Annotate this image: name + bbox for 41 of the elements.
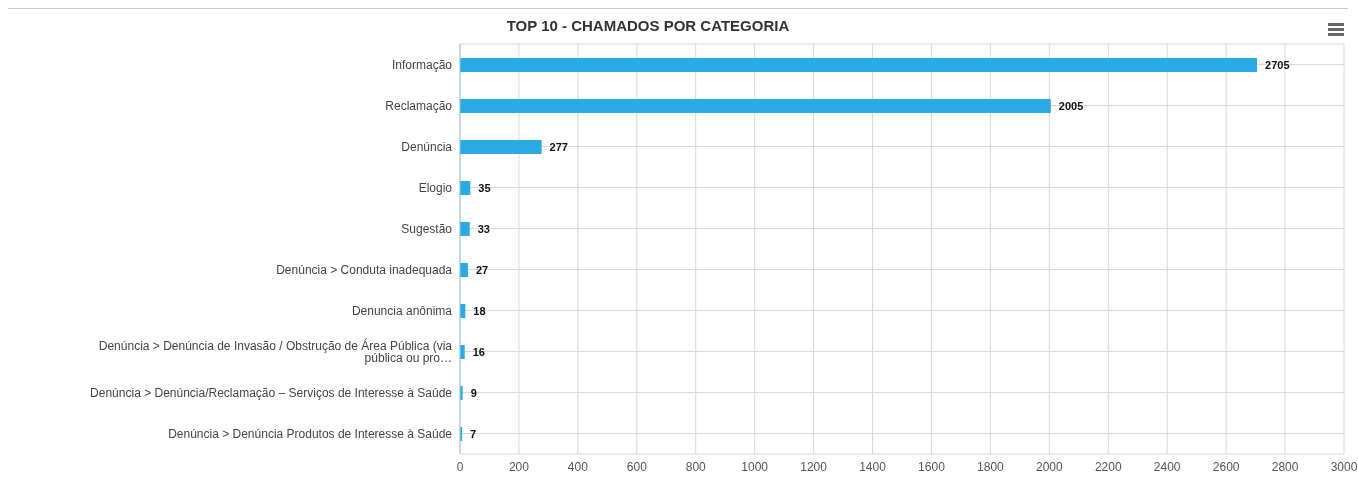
y-tick-label: Denúncia > Conduta inadequada [276, 262, 453, 277]
data-label: 35 [478, 181, 491, 194]
data-label: 18 [473, 304, 486, 317]
y-tick-label: Denuncia anônima [351, 303, 453, 318]
x-tick-label: 0 [456, 459, 464, 474]
x-tick-label: 2000 [1035, 459, 1063, 474]
x-tick-label: 2400 [1153, 459, 1181, 474]
data-label: 33 [477, 222, 490, 235]
data-label: 16 [472, 345, 485, 358]
x-tick-label: 2800 [1271, 459, 1299, 474]
x-tick-label: 800 [685, 459, 707, 474]
data-label: 7 [470, 427, 477, 440]
data-label: 2705 [1265, 58, 1290, 71]
data-label: 27 [475, 263, 489, 276]
y-tick-label: Informação [391, 57, 453, 72]
y-tick-label: Denúncia [401, 139, 453, 154]
data-label: 9 [470, 386, 477, 399]
x-tick-label: 3000 [1330, 459, 1358, 474]
x-tick-label: 1000 [741, 459, 769, 474]
y-tick-label: Reclamação [385, 98, 453, 113]
y-tick-label: Denúncia > Denúncia/Reclamação – Serviços de Interesse à Saúde [90, 385, 453, 400]
chart-title: TOP 10 - CHAMADOS POR CATEGORIA [505, 16, 791, 34]
x-tick-label: 2200 [1094, 459, 1122, 474]
x-tick-label: 200 [508, 459, 530, 474]
y-tick-label: Sugestão [401, 221, 453, 236]
x-tick-label: 2600 [1212, 459, 1240, 474]
bar [460, 99, 1051, 113]
x-tick-label: 1200 [800, 459, 828, 474]
bar [460, 140, 542, 154]
y-tick-label: Elogio [418, 180, 453, 195]
x-tick-label: 1800 [977, 459, 1005, 474]
x-tick-label: 1600 [918, 459, 946, 474]
data-label: 2005 [1058, 99, 1084, 112]
y-tick-label: Denúncia > Denúncia de Invasão / Obstrução de Área Pública (via pública ou pro… [98, 337, 453, 365]
x-tick-label: 400 [567, 459, 589, 474]
x-tick-label: 600 [626, 459, 648, 474]
x-tick-label: 1400 [859, 459, 887, 474]
y-tick-label: Denúncia > Denúncia Produtos de Interesse à Saúde [168, 426, 453, 441]
bar [460, 222, 470, 236]
data-label: 277 [549, 140, 568, 153]
bar [460, 58, 1258, 72]
